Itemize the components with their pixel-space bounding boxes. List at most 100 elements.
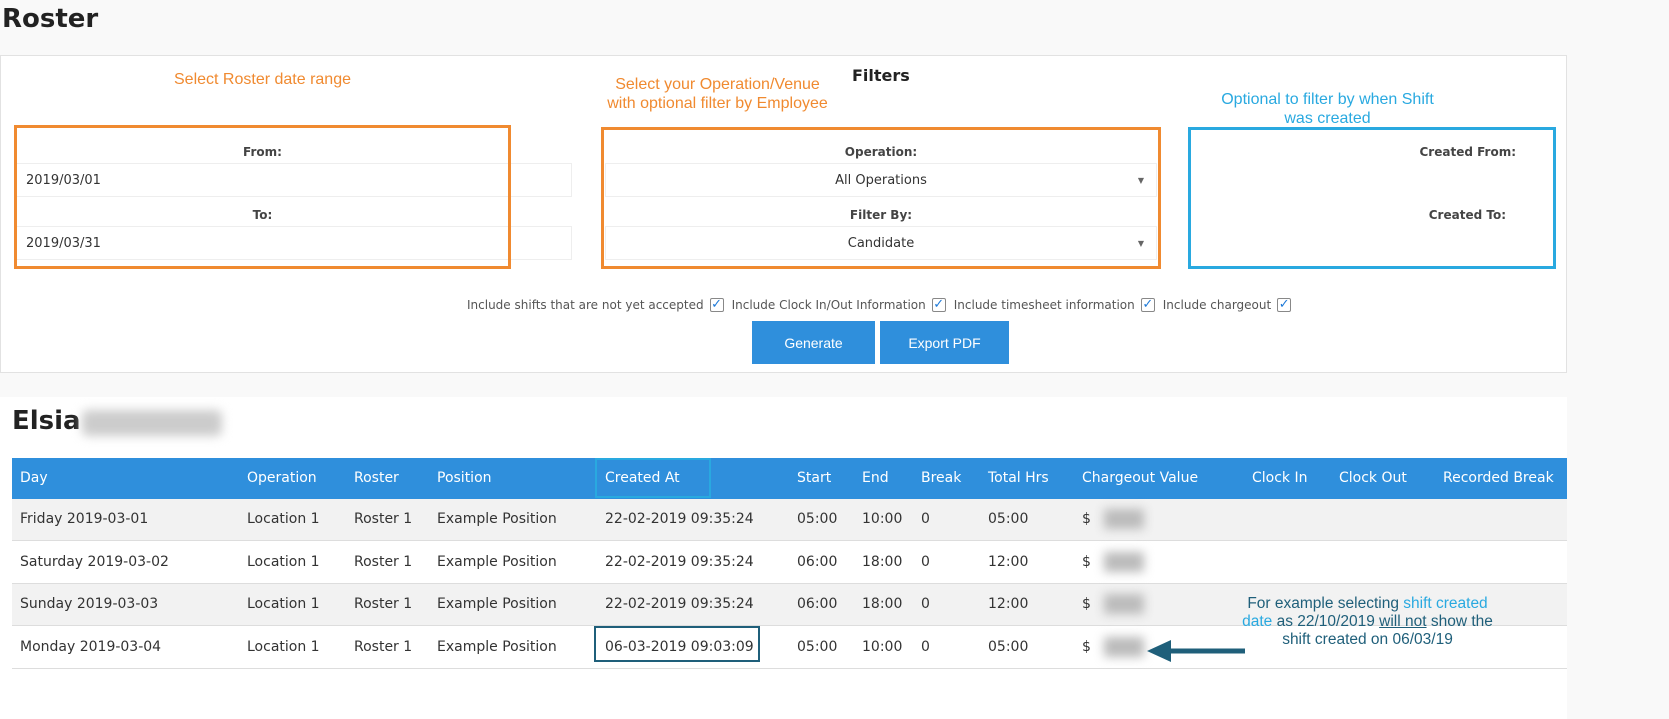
table-row: Friday 2019-03-01 Location 1 Roster 1 Examp… — [12, 499, 1567, 541]
operation-label: Operation: — [844, 145, 918, 159]
table-row: Sunday 2019-03-03 Location 1 Roster 1 Examp… — [12, 584, 1567, 626]
cell-position: Example Position — [437, 596, 557, 612]
filter-by-label: Filter By: — [849, 208, 913, 222]
cell-start: 05:00 — [797, 511, 838, 527]
export-pdf-button[interactable]: Export PDF — [880, 321, 1009, 364]
cell-break: 0 — [921, 638, 930, 655]
cell-start: 05:00 — [797, 638, 838, 655]
header-roster: Roster — [354, 470, 399, 486]
header-break: Break — [921, 470, 962, 486]
cell-created-at: 06-03-2019 09:03:09 — [605, 638, 754, 655]
cell-roster: Roster 1 — [354, 596, 413, 612]
operation-select[interactable]: All Operations ▼ — [605, 163, 1157, 197]
redacted-value — [1104, 594, 1144, 614]
page-title: Roster — [2, 4, 99, 34]
cell-chargeout: $ — [1082, 511, 1091, 527]
cell-position: Example Position — [437, 511, 557, 527]
from-label: From: — [243, 145, 282, 159]
cell-created-at: 22-02-2019 09:35:24 — [605, 553, 754, 570]
created-to-label: Created To: — [1428, 208, 1506, 222]
cell-total-hrs: 05:00 — [988, 638, 1029, 655]
checkbox-not-accepted[interactable]: ✓ — [709, 297, 724, 312]
redacted-value — [1104, 509, 1144, 529]
to-date-input[interactable]: 2019/03/31 — [15, 226, 572, 260]
to-label: To: — [252, 208, 273, 222]
cell-end: 18:00 — [862, 596, 903, 612]
filter-by-value: Candidate — [847, 236, 915, 251]
created-from-label: Created From: — [1419, 145, 1517, 159]
header-operation: Operation — [247, 470, 317, 486]
cell-day: Sunday 2019-03-03 — [20, 596, 159, 612]
checkbox-clock-info[interactable]: ✓ — [931, 297, 946, 312]
cell-day: Monday 2019-03-04 — [20, 638, 162, 655]
cell-end: 10:00 — [862, 511, 903, 527]
annotation-example: For example selecting shift created date… — [1242, 595, 1493, 648]
highlight-created-at-header — [595, 458, 711, 498]
checkbox-label: Include shifts that are not yet accepted — [467, 298, 704, 312]
cell-created-at: 22-02-2019 09:35:24 — [605, 596, 754, 612]
annotation-date-range: Select Roster date range — [174, 71, 351, 88]
cell-operation: Location 1 — [247, 511, 320, 527]
cell-end: 10:00 — [862, 638, 903, 655]
header-clock-in: Clock In — [1252, 470, 1308, 486]
cell-roster: Roster 1 — [354, 553, 413, 570]
table-row: Monday 2019-03-04 Location 1 Roster 1 Examp… — [12, 626, 1567, 669]
header-chargeout: Chargeout Value — [1082, 470, 1199, 486]
checkbox-timesheet[interactable]: ✓ — [1140, 297, 1155, 312]
highlight-box-operation — [601, 127, 1161, 269]
cell-start: 06:00 — [797, 553, 838, 570]
chevron-down-icon: ▼ — [1137, 239, 1144, 248]
created-from-input[interactable] — [1195, 163, 1550, 197]
created-to-input[interactable] — [1195, 226, 1550, 260]
header-position: Position — [437, 470, 492, 486]
highlight-box-date — [14, 125, 511, 269]
filters-heading: Filters — [852, 66, 910, 85]
checkbox-label: Include Clock In/Out Information — [731, 298, 926, 312]
cell-total-hrs: 12:00 — [988, 596, 1029, 612]
header-start: Start — [797, 470, 832, 486]
cell-break: 0 — [921, 596, 930, 612]
chevron-down-icon: ▼ — [1137, 176, 1144, 185]
annotation-created: Optional to filter by when Shift was crea… — [1221, 91, 1434, 127]
annotation-operation: Select your Operation/Venue with optional… — [607, 76, 828, 112]
cell-position: Example Position — [437, 638, 557, 655]
filter-by-select[interactable]: Candidate ▼ — [605, 226, 1157, 260]
table-header: Day Operation Roster Position Created At… — [12, 458, 1567, 499]
filters-panel — [0, 55, 1567, 373]
highlight-created-cell — [594, 626, 760, 662]
highlight-box-created — [1188, 127, 1556, 269]
cell-operation: Location 1 — [247, 596, 320, 612]
cell-break: 0 — [921, 553, 930, 570]
header-clock-out: Clock Out — [1339, 470, 1407, 486]
checkbox-label: Include timesheet information — [953, 298, 1135, 312]
cell-total-hrs: 12:00 — [988, 553, 1029, 570]
cell-day: Saturday 2019-03-02 — [20, 553, 169, 570]
header-total-hrs: Total Hrs — [988, 470, 1049, 486]
checkbox-chargeout[interactable]: ✓ — [1277, 297, 1292, 312]
cell-created-at: 22-02-2019 09:35:24 — [605, 511, 754, 527]
cell-day: Friday 2019-03-01 — [20, 511, 149, 527]
cell-roster: Roster 1 — [354, 638, 413, 655]
header-recorded-break: Recorded Break — [1443, 470, 1554, 486]
table-row: Saturday 2019-03-02 Location 1 Roster 1 Exa… — [12, 541, 1567, 584]
redacted-value — [1104, 551, 1144, 572]
options-checkboxes: Include shifts that are not yet accepted… — [467, 298, 1295, 312]
cell-total-hrs: 05:00 — [988, 511, 1029, 527]
header-end: End — [862, 470, 889, 486]
cell-break: 0 — [921, 511, 930, 527]
cell-operation: Location 1 — [247, 638, 320, 655]
redacted-name — [82, 410, 222, 436]
header-day: Day — [20, 470, 48, 486]
operation-value: All Operations — [835, 173, 927, 188]
cell-chargeout: $ — [1082, 553, 1091, 570]
cell-operation: Location 1 — [247, 553, 320, 570]
employee-name: Elsia — [12, 406, 81, 436]
cell-chargeout: $ — [1082, 596, 1091, 612]
from-date-input[interactable]: 2019/03/01 — [15, 163, 572, 197]
checkbox-label: Include chargeout — [1162, 298, 1272, 312]
redacted-value — [1104, 636, 1144, 657]
arrow-left-icon — [1147, 640, 1245, 662]
cell-start: 06:00 — [797, 596, 838, 612]
generate-button[interactable]: Generate — [752, 321, 875, 364]
cell-chargeout: $ — [1082, 638, 1091, 655]
